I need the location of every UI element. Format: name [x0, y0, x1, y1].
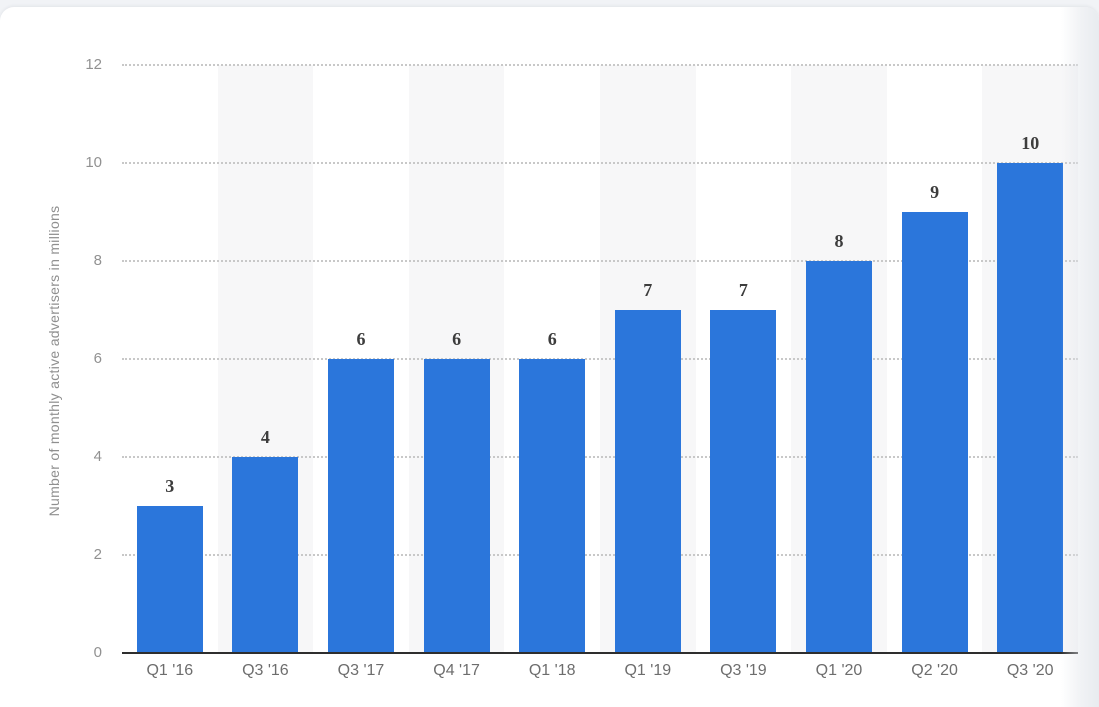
bar-value-label: 6 [356, 329, 366, 349]
y-tick-label: 6 [93, 350, 102, 367]
y-tick-label: 8 [93, 252, 102, 269]
x-tick-label: Q1 '20 [815, 662, 863, 679]
x-tick-label: Q1 '16 [146, 662, 194, 679]
gridline [122, 456, 1078, 458]
x-tick-label: Q1 '18 [528, 662, 576, 679]
x-tick-label: Q3 '16 [242, 662, 289, 679]
bar-value-label: 3 [165, 476, 175, 496]
x-tick-label: Q1 '19 [624, 662, 672, 679]
bar-value-label: 6 [452, 329, 462, 349]
y-tick-label: 12 [85, 56, 102, 73]
bar-value-label: 6 [547, 329, 557, 349]
gridline [122, 554, 1078, 556]
bar[interactable] [614, 310, 681, 653]
y-tick-label: 0 [93, 644, 102, 661]
bar-value-label: 9 [930, 182, 940, 202]
bar[interactable] [901, 212, 968, 653]
y-tick-label: 2 [93, 546, 102, 563]
bar[interactable] [136, 506, 203, 653]
bar[interactable] [710, 310, 777, 653]
y-tick-label: 10 [85, 154, 102, 171]
x-tick-label: Q3 '17 [337, 662, 385, 679]
x-tick-label: Q3 '20 [1006, 662, 1054, 679]
gridline [122, 64, 1078, 66]
bar[interactable] [997, 163, 1064, 653]
gridline [122, 358, 1078, 360]
bar[interactable] [519, 359, 586, 653]
bar[interactable] [806, 261, 872, 653]
bar-value-label: 8 [834, 231, 844, 251]
x-tick-label: Q3 '19 [720, 662, 767, 679]
bar[interactable] [328, 359, 394, 653]
bar-value-label: 7 [738, 280, 748, 300]
x-tick-label: Q2 '20 [911, 662, 958, 679]
gridline [122, 162, 1078, 164]
y-tick-label: 4 [93, 448, 102, 465]
bar-value-label: 4 [260, 427, 270, 447]
gridline [122, 260, 1078, 262]
x-axis-line [122, 652, 1078, 654]
bar[interactable] [232, 457, 299, 653]
bar-value-label: 10 [1021, 133, 1040, 153]
bar-value-label: 7 [643, 280, 653, 300]
x-tick-label: Q4 '17 [433, 662, 480, 679]
bar[interactable] [423, 359, 490, 653]
